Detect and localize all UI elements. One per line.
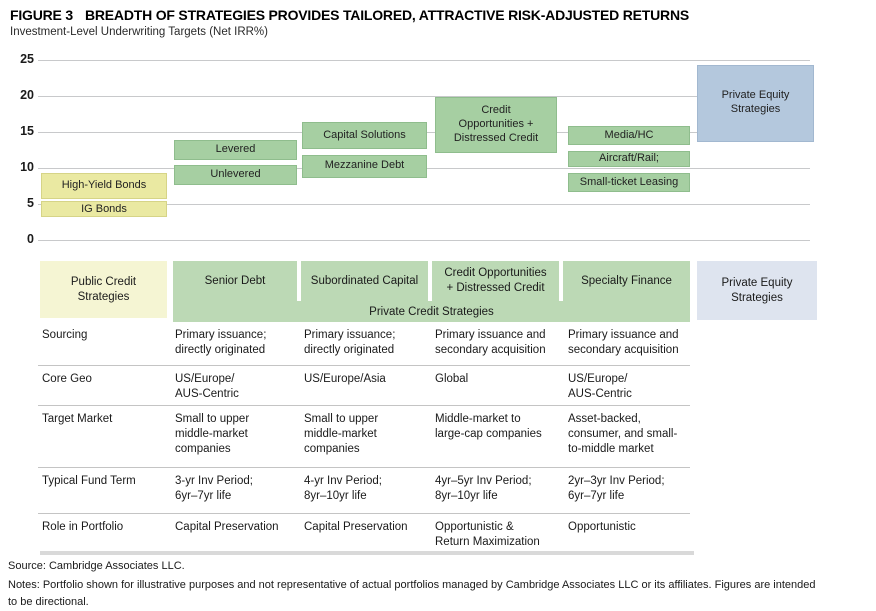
table-cell: Primary issuance and secondary acquisiti… [435, 329, 546, 357]
table-cell: US/Europe/ AUS-Centric [568, 373, 632, 401]
table-cell: Global [435, 373, 469, 385]
table-cell: 4yr–5yr Inv Period; 8yr–10yr life [435, 475, 532, 503]
table-header-public-credit: Public Credit Strategies [40, 261, 167, 318]
chart-bar-label: Unlevered [210, 168, 261, 181]
chart-bar-label: Mezzanine Debt [324, 159, 405, 172]
chart-bar: Aircraft/Rail; [568, 151, 690, 167]
table-row: Role in Portfolio Capital Preservation Cap… [38, 514, 690, 550]
row-label: Sourcing [42, 329, 88, 341]
chart-bar: Mezzanine Debt [302, 154, 427, 178]
chart-bar: Small-ticket Leasing [568, 172, 690, 193]
chart-bar: Credit Opportunities + Distressed Credit [435, 97, 557, 153]
y-axis-tick-label: 25 [20, 52, 34, 66]
row-label: Core Geo [42, 373, 92, 385]
chart-bar: Unlevered [174, 165, 297, 185]
chart-bar-label: Levered [215, 143, 256, 156]
chart-bar-label: Private Equity Strategies [721, 89, 790, 116]
figure-label: FIGURE 3 [10, 7, 73, 23]
chart-bar-label: Media/HC [604, 128, 654, 141]
table-cell: US/Europe/ AUS-Centric [175, 373, 239, 401]
table-row: Target Market Small to upper middle-marke… [38, 406, 690, 468]
figure-title: BREADTH OF STRATEGIES PROVIDES TAILORED,… [84, 7, 689, 23]
row-label: Target Market [42, 413, 113, 425]
table-cell: Middle-market to large-cap companies [435, 413, 542, 441]
table-cell: Primary issuance; directly originated [304, 329, 396, 357]
chart-bar: Capital Solutions [302, 122, 427, 149]
table-header-senior-debt: Senior Debt [204, 274, 266, 287]
table-cell: Primary issuance and secondary acquisiti… [568, 329, 679, 357]
chart-bar: Levered [174, 140, 297, 160]
header-gap [559, 261, 563, 301]
table-cell: Opportunistic & Return Maximization [435, 521, 540, 549]
chart-bar: IG Bonds [41, 201, 167, 218]
table-header-specialty-finance: Specialty Finance [581, 274, 672, 287]
table-cell: US/Europe/Asia [304, 373, 386, 385]
y-axis-tick-label: 0 [27, 232, 34, 246]
gridline [38, 96, 810, 97]
y-axis-tick-label: 15 [20, 124, 34, 138]
table-header-subordinated-capital: Subordinated Capital [310, 274, 419, 287]
table-header-private-credit-group: Senior Debt Subordinated Capital Credit … [173, 261, 690, 322]
table-cell: Asset-backed, consumer, and small- to-mi… [568, 413, 678, 456]
gridline [38, 60, 810, 61]
table-cell: Small to upper middle-market companies [175, 413, 250, 456]
chart-bar: Private Equity Strategies [697, 64, 814, 142]
table-cell: 4-yr Inv Period; 8yr–10yr life [304, 475, 382, 503]
chart-bar-label: Capital Solutions [323, 128, 406, 141]
table-header-credit-opportunities: Credit Opportunities + Distressed Credit [444, 267, 547, 294]
table-header-private-credit-band: Private Credit Strategies [369, 305, 494, 318]
y-axis-tick-label: 20 [20, 88, 34, 102]
figure-subtitle: Investment-Level Underwriting Targets (N… [10, 26, 268, 38]
table-cell: Capital Preservation [175, 521, 279, 533]
gridline [38, 204, 810, 205]
source-note: Source: Cambridge Associates LLC. [8, 560, 185, 572]
chart-bar-label: Aircraft/Rail; [599, 152, 659, 165]
y-axis-tick-label: 5 [27, 196, 34, 210]
table-cell: 2yr–3yr Inv Period; 6yr–7yr life [568, 475, 665, 503]
chart-bar-label: Credit Opportunities + Distressed Credit [453, 104, 539, 144]
table-header-private-equity: Private Equity Strategies [697, 261, 817, 320]
irr-range-chart: 0 5 10 15 20 25 High-Yield Bonds IG Bonds Levere… [0, 0, 876, 252]
chart-bar: High-Yield Bonds [41, 172, 167, 200]
header-gap [297, 261, 301, 301]
table-bottom-bar [40, 551, 694, 555]
gridline [38, 240, 810, 241]
notes-text: Notes: Portfolio shown for illustrative … [8, 579, 816, 609]
table-row: Sourcing Primary issuance; directly origi… [38, 322, 690, 366]
table-cell: Primary issuance; directly originated [175, 329, 267, 357]
chart-bar-label: High-Yield Bonds [61, 179, 147, 192]
table-cell: Opportunistic [568, 521, 636, 533]
table-row: Typical Fund Term 3-yr Inv Period; 6yr–7y… [38, 468, 690, 514]
y-axis-tick-label: 10 [20, 160, 34, 174]
comparison-table: Sourcing Primary issuance; directly origi… [38, 322, 690, 550]
header-gap [428, 261, 432, 301]
table-row: Core Geo US/Europe/ AUS-Centric US/Europe/… [38, 366, 690, 406]
table-cell: Small to upper middle-market companies [304, 413, 379, 456]
row-label: Typical Fund Term [42, 475, 136, 487]
chart-bar-label: IG Bonds [81, 202, 127, 215]
chart-bar-label: Small-ticket Leasing [579, 175, 679, 188]
chart-bar: Media/HC [568, 125, 690, 146]
table-cell: 3-yr Inv Period; 6yr–7yr life [175, 475, 253, 503]
figure-title-row: FIGURE 3 BREADTH OF STRATEGIES PROVIDES … [10, 7, 689, 23]
row-label: Role in Portfolio [42, 521, 124, 533]
table-cell: Capital Preservation [304, 521, 408, 533]
